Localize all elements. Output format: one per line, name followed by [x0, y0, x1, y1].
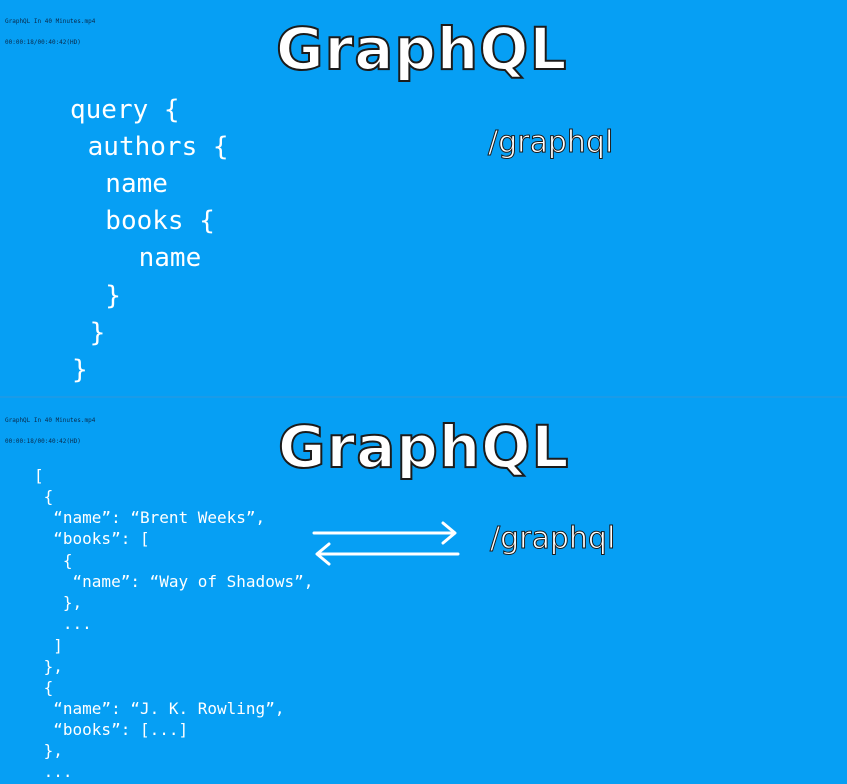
- code-line: {: [34, 678, 54, 697]
- code-line: [: [34, 466, 44, 485]
- endpoint-label: /graphql: [487, 125, 614, 160]
- slide-title: GraphQL: [275, 15, 568, 83]
- code-line: ...: [34, 762, 73, 781]
- arrow-right-icon: [312, 521, 457, 545]
- code-line: {: [34, 487, 54, 506]
- video-timestamp: 00:00:18/00:40:42(HD): [5, 438, 81, 445]
- code-line: name: [76, 243, 202, 273]
- endpoint-label: /graphql: [489, 521, 616, 556]
- code-line: “name”: “J. K. Rowling”,: [34, 699, 285, 718]
- video-filename: GraphQL In 40 Minutes.mp4: [5, 417, 96, 424]
- code-line: “name”: “Brent Weeks”,: [34, 508, 266, 527]
- slide-title: GraphQL: [277, 413, 570, 481]
- code-line: “name”: “Way of Shadows”,: [34, 572, 314, 591]
- code-line: }: [72, 355, 88, 385]
- video-filename: GraphQL In 40 Minutes.mp4: [5, 18, 96, 25]
- code-line: books {: [74, 206, 215, 236]
- video-meta: GraphQL In 40 Minutes.mp4 00:00:18/00:40…: [5, 4, 95, 60]
- code-line: ]: [34, 636, 63, 655]
- code-line: {: [34, 551, 73, 570]
- code-line: query {: [70, 95, 180, 125]
- panel-divider: [0, 396, 847, 398]
- code-line: }: [74, 318, 106, 348]
- video-timestamp: 00:00:18/00:40:42(HD): [5, 39, 81, 46]
- code-line: “books”: [: [34, 529, 150, 548]
- code-line: },: [34, 593, 83, 612]
- code-line: “books”: [...]: [34, 720, 189, 739]
- request-response-arrows: [312, 521, 460, 566]
- arrow-left-icon: [315, 542, 460, 566]
- video-meta: GraphQL In 40 Minutes.mp4 00:00:18/00:40…: [5, 403, 95, 459]
- slide-query: GraphQL In 40 Minutes.mp4 00:00:18/00:40…: [5, 4, 614, 385]
- code-line: name: [74, 169, 168, 199]
- code-line: },: [34, 657, 63, 676]
- code-line: ...: [34, 614, 92, 633]
- code-line: },: [34, 741, 63, 760]
- slide-response: GraphQL In 40 Minutes.mp4 00:00:18/00:40…: [0, 398, 847, 784]
- code-line: }: [74, 281, 121, 311]
- code-line: authors {: [72, 132, 229, 162]
